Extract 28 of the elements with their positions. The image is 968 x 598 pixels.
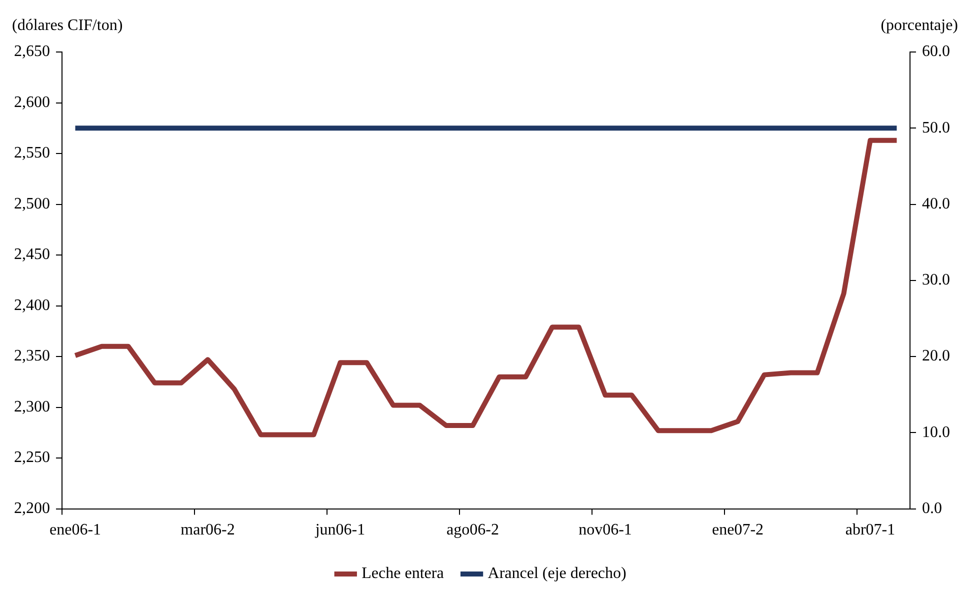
- x-tick-label: mar06-2: [180, 522, 235, 539]
- y-tick-label: 2,650: [14, 43, 50, 60]
- y-tick-label: 2,500: [14, 195, 50, 212]
- y-tick-label: 2,400: [14, 296, 50, 314]
- x-tick-label: ene06-1: [49, 522, 102, 539]
- y2-tick-label: 30.0: [922, 272, 950, 289]
- y-tick-label: 2,600: [14, 94, 50, 111]
- y-tick-label: 2,450: [14, 246, 50, 264]
- legend-label: Leche entera: [362, 565, 444, 582]
- x-tick-label: nov06-1: [578, 522, 632, 539]
- y2-tick-label: 50.0: [922, 119, 950, 136]
- x-tick-label: jun06-1: [314, 522, 366, 539]
- y-axis-title: (dólares CIF/ton): [12, 17, 123, 34]
- y-tick-label: 2,250: [14, 449, 50, 466]
- x-tick-label: ago06-2: [446, 522, 499, 539]
- y2-tick-label: 60.0: [922, 43, 950, 60]
- y-tick-label: 2,300: [14, 398, 50, 416]
- y2-tick-label: 20.0: [922, 348, 950, 365]
- y2-axis-title: (porcentaje): [880, 17, 958, 34]
- legend-label: Arancel (eje derecho): [488, 565, 626, 582]
- x-tick-label: ene07-2: [712, 522, 764, 539]
- x-tick-label: abr07-1: [845, 522, 896, 539]
- y2-tick-label: 0.0: [922, 500, 942, 518]
- y2-tick-label: 40.0: [922, 195, 950, 212]
- y-tick-label: 2,200: [14, 500, 50, 518]
- y2-tick-label: 10.0: [922, 424, 950, 441]
- y-tick-label: 2,550: [14, 144, 50, 162]
- y-tick-label: 2,350: [14, 348, 50, 365]
